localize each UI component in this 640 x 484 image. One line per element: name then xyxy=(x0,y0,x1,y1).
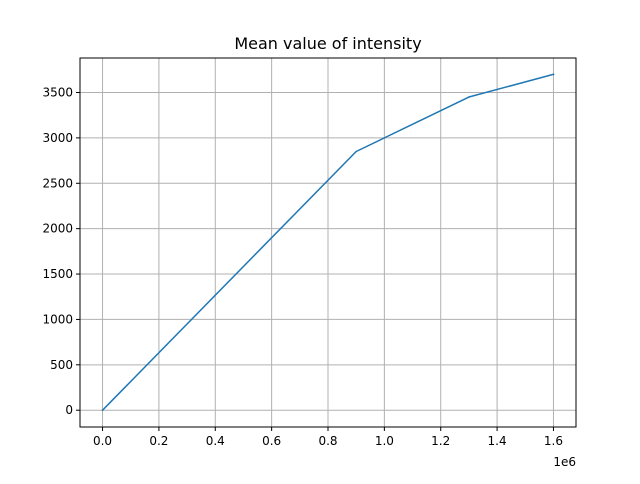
chart-title: Mean value of intensity xyxy=(234,34,421,53)
x-tick-label: 1.4 xyxy=(488,434,507,448)
x-tick-label: 0.8 xyxy=(318,434,337,448)
tick-layer: 0.0 0.2 0.4 0.6 0.8 1.0 1.2 1.4 1.6 0 500 1000 1500 2… xyxy=(42,85,563,448)
y-tick-label: 0 xyxy=(65,403,73,417)
data-point xyxy=(552,73,555,76)
x-axis-offset-label: 1e6 xyxy=(553,455,576,469)
y-tick-label: 500 xyxy=(50,358,73,372)
x-tick-label: 0.4 xyxy=(206,434,225,448)
y-tick-label: 1500 xyxy=(42,267,73,281)
x-tick-label: 0.6 xyxy=(262,434,281,448)
x-tick-label: 1.0 xyxy=(375,434,394,448)
y-tick-label: 2000 xyxy=(42,222,73,236)
x-tick-label: 1.6 xyxy=(544,434,563,448)
y-tick-label: 1000 xyxy=(42,312,73,326)
y-tick-label: 2500 xyxy=(42,176,73,190)
data-point xyxy=(101,409,104,412)
data-point xyxy=(355,150,357,153)
x-tick-label: 0.0 xyxy=(93,434,112,448)
x-tick-label: 1.2 xyxy=(431,434,450,448)
x-tick-label: 0.2 xyxy=(149,434,168,448)
series-layer xyxy=(101,73,555,412)
y-tick-label: 3500 xyxy=(42,85,73,99)
data-point xyxy=(383,137,386,139)
y-tick-label: 3000 xyxy=(42,131,73,145)
data-point xyxy=(468,96,470,98)
grid-layer xyxy=(80,58,576,427)
